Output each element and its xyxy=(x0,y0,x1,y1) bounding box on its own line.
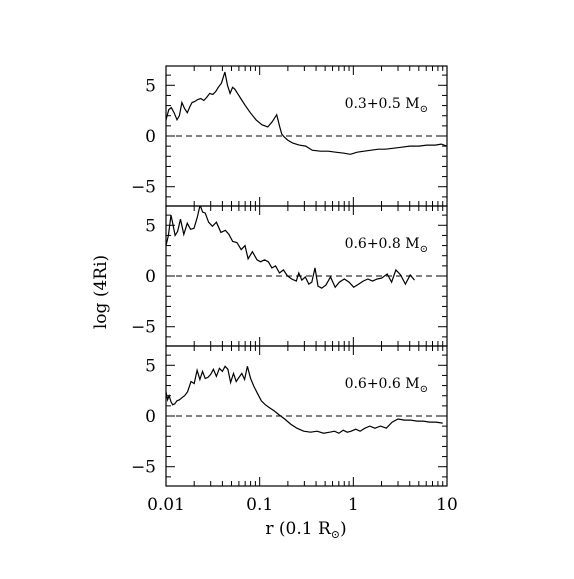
panel-bottom-y-tick-label: 5 xyxy=(145,356,156,376)
panel-middle-mass-label: 0.6+0.8 M⊙ xyxy=(345,236,428,255)
x-axis-label-sun-symbol: ⊙ xyxy=(331,528,340,541)
panel-middle: 5 0 −5 0.6+0.8 M⊙ xyxy=(131,205,448,347)
panel-top-y-tick-label: −5 xyxy=(131,178,156,198)
y-axis-label: log (4Ri) xyxy=(91,255,111,329)
panel-bottom: 5 0 −5 0.6+0.6 M⊙ 0.01 0.1 1 10 xyxy=(131,345,458,515)
x-axis-label-main: r (0.1 R xyxy=(265,519,332,539)
x-axis-label: r (0.1 R⊙) xyxy=(265,519,346,541)
panel-middle-mass-label-sun-symbol: ⊙ xyxy=(420,244,428,255)
panel-top-y-tick-label: 5 xyxy=(145,76,156,96)
panel-bottom-y-tick-label: −5 xyxy=(131,458,156,478)
panel-top-mass-label: 0.3+0.5 M⊙ xyxy=(345,96,428,115)
panel-bottom-mass-label: 0.6+0.6 M⊙ xyxy=(345,376,428,395)
panel-top-mass-label-text: 0.3+0.5 M xyxy=(345,96,420,112)
panel-top: 5 0 −5 0.3+0.5 M⊙ xyxy=(131,65,448,207)
panel-middle-y-tick-label: 5 xyxy=(145,216,156,236)
panel-bottom-mass-label-text: 0.6+0.6 M xyxy=(345,376,420,392)
panel-bottom-x-tick-label: 10 xyxy=(436,495,458,515)
panel-bottom-x-tick-label: 1 xyxy=(348,495,359,515)
x-axis-label-close: ) xyxy=(340,519,347,539)
panels: 50−50.3+0.5 M⊙50−50.6+0.8 M⊙50−50.6+0.6 … xyxy=(131,65,458,515)
panel-bottom-y-tick-label: 0 xyxy=(145,407,156,427)
panel-bottom-series-line xyxy=(166,365,443,434)
panel-middle-y-tick-label: −5 xyxy=(131,318,156,338)
panel-middle-mass-label-text: 0.6+0.8 M xyxy=(345,236,420,252)
panel-top-y-tick-label: 0 xyxy=(145,127,156,147)
panel-bottom-x-tick-label: 0.1 xyxy=(246,495,273,515)
panel-middle-series-line xyxy=(166,206,415,289)
panel-middle-y-tick-label: 0 xyxy=(145,267,156,287)
panel-bottom-mass-label-sun-symbol: ⊙ xyxy=(420,384,428,395)
panel-top-mass-label-sun-symbol: ⊙ xyxy=(420,104,428,115)
panel-top-series-line xyxy=(166,71,447,155)
panel-bottom-x-tick-label: 0.01 xyxy=(147,495,185,515)
